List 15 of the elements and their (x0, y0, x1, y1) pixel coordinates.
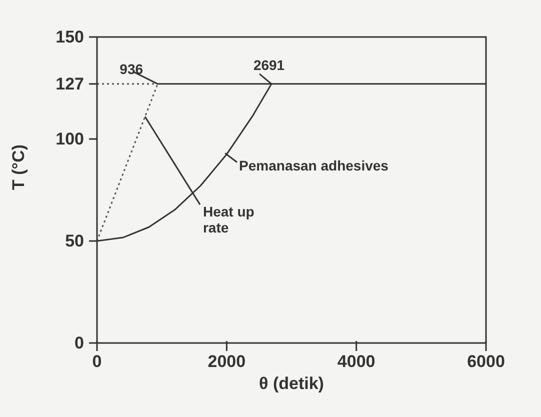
y-tick-label: 0 (74, 334, 84, 352)
x-tick-label: 6000 (467, 352, 505, 371)
y-tick-label: 127 (56, 74, 84, 94)
annotation: 2691 (253, 56, 285, 73)
x-tick-label: 4000 (337, 352, 376, 371)
y-axis-title: T (°C) (9, 144, 28, 190)
annotation: 936 (120, 60, 144, 77)
annotation: Pemanasan adhesives (239, 157, 389, 174)
annotation: Heat up rate (202, 204, 254, 236)
x-tick-label: 2000 (208, 352, 246, 371)
y-tick-label: 100 (56, 130, 84, 148)
y-tick-label: 150 (56, 28, 84, 46)
x-axis-title: θ (detik) (259, 374, 324, 394)
x-tick-label: 0 (92, 352, 102, 371)
y-tick-label: 50 (65, 232, 84, 250)
